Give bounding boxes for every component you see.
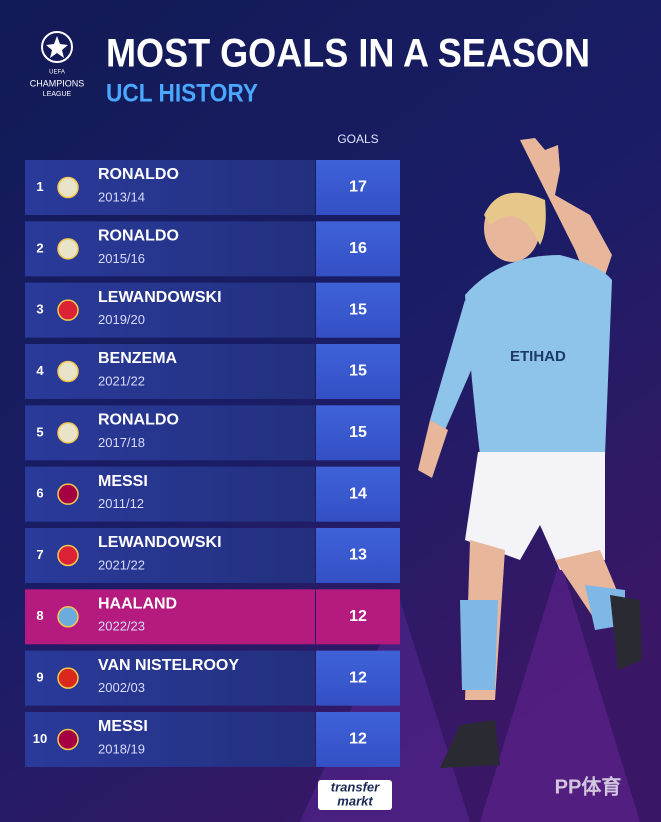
rank: 2: [36, 240, 43, 255]
player-name: RONALDO: [98, 166, 179, 183]
player-name: RONALDO: [98, 412, 179, 429]
rank: 7: [36, 547, 43, 562]
goals: 12: [349, 608, 367, 625]
goals: 16: [349, 240, 367, 257]
season: 2022/23: [98, 619, 145, 634]
goals-cell: [316, 527, 400, 583]
club-badge: [57, 728, 79, 751]
goals: 15: [349, 301, 367, 318]
player-figure: ETIHAD: [418, 138, 642, 768]
player-name: BENZEMA: [98, 350, 178, 367]
season: 2017/18: [98, 435, 145, 450]
goals: 13: [349, 547, 367, 564]
player-name: LEWANDOWSKI: [98, 534, 222, 551]
rank: 6: [36, 486, 43, 501]
goals-cell: [316, 589, 400, 645]
rank: 9: [36, 670, 43, 685]
season: 2019/20: [98, 312, 145, 327]
rank: 1: [36, 179, 43, 194]
club-badge: [57, 422, 79, 444]
club-badge: [57, 606, 79, 628]
goals: 17: [349, 179, 367, 196]
goals-cell: [316, 405, 400, 461]
goals-cell: [316, 466, 400, 522]
shirt-sponsor: ETIHAD: [510, 348, 566, 365]
ucl-logo: [41, 31, 73, 63]
goals: 12: [349, 731, 367, 748]
goals-cell: [316, 282, 400, 338]
season: 2021/22: [98, 557, 145, 572]
subtitle: UCL HISTORY: [106, 80, 258, 108]
watermark: PP体育: [555, 774, 622, 798]
goals-cell: [316, 650, 400, 706]
player-name: VAN NISTELROOY: [98, 657, 239, 674]
logo-text: LEAGUE: [43, 91, 72, 98]
goals: 15: [349, 363, 367, 380]
player-name: HAALAND: [98, 596, 177, 613]
club-badge: [57, 667, 79, 689]
rank: 3: [36, 302, 43, 317]
club-badge: [57, 299, 79, 321]
season: 2015/16: [98, 251, 145, 266]
goals-cell: [316, 221, 400, 277]
logo-text: UEFA: [49, 70, 65, 76]
goals: 15: [349, 424, 367, 441]
brand-box: [318, 780, 392, 810]
goals-cell: [316, 343, 400, 399]
season: 2013/14: [98, 189, 145, 204]
rank: 5: [36, 424, 43, 439]
goals: 12: [349, 669, 367, 686]
title: MOST GOALS IN A SEASON: [106, 32, 590, 76]
goals: 14: [349, 485, 367, 502]
player-name: MESSI: [98, 718, 148, 735]
goals-cell: [316, 711, 400, 767]
goals-cell: [316, 160, 400, 215]
rank: 8: [36, 608, 43, 623]
rank: 4: [36, 363, 44, 378]
rank: 10: [33, 731, 47, 746]
season: 2002/03: [98, 680, 145, 695]
player-name: LEWANDOWSKI: [98, 289, 222, 306]
brand-text: transfer: [331, 779, 380, 794]
club-badge: [57, 238, 79, 260]
club-badge: [57, 483, 79, 505]
table: 1 RONALDO 2013/14 17 2 RONALDO 2015/16 16 3 LEWAN…: [25, 160, 400, 767]
club-badge: [57, 360, 79, 383]
club-badge: [57, 544, 79, 567]
club-badge: [57, 176, 79, 199]
column-header: GOALS: [337, 132, 378, 146]
light-beam: [480, 560, 640, 822]
logo-text: CHAMPIONS: [30, 78, 85, 88]
season: 2021/22: [98, 373, 145, 388]
player-name: MESSI: [98, 473, 148, 490]
player-name: RONALDO: [98, 228, 179, 245]
brand-text: markt: [337, 793, 373, 808]
season: 2018/19: [98, 741, 145, 756]
season: 2011/12: [98, 496, 144, 511]
